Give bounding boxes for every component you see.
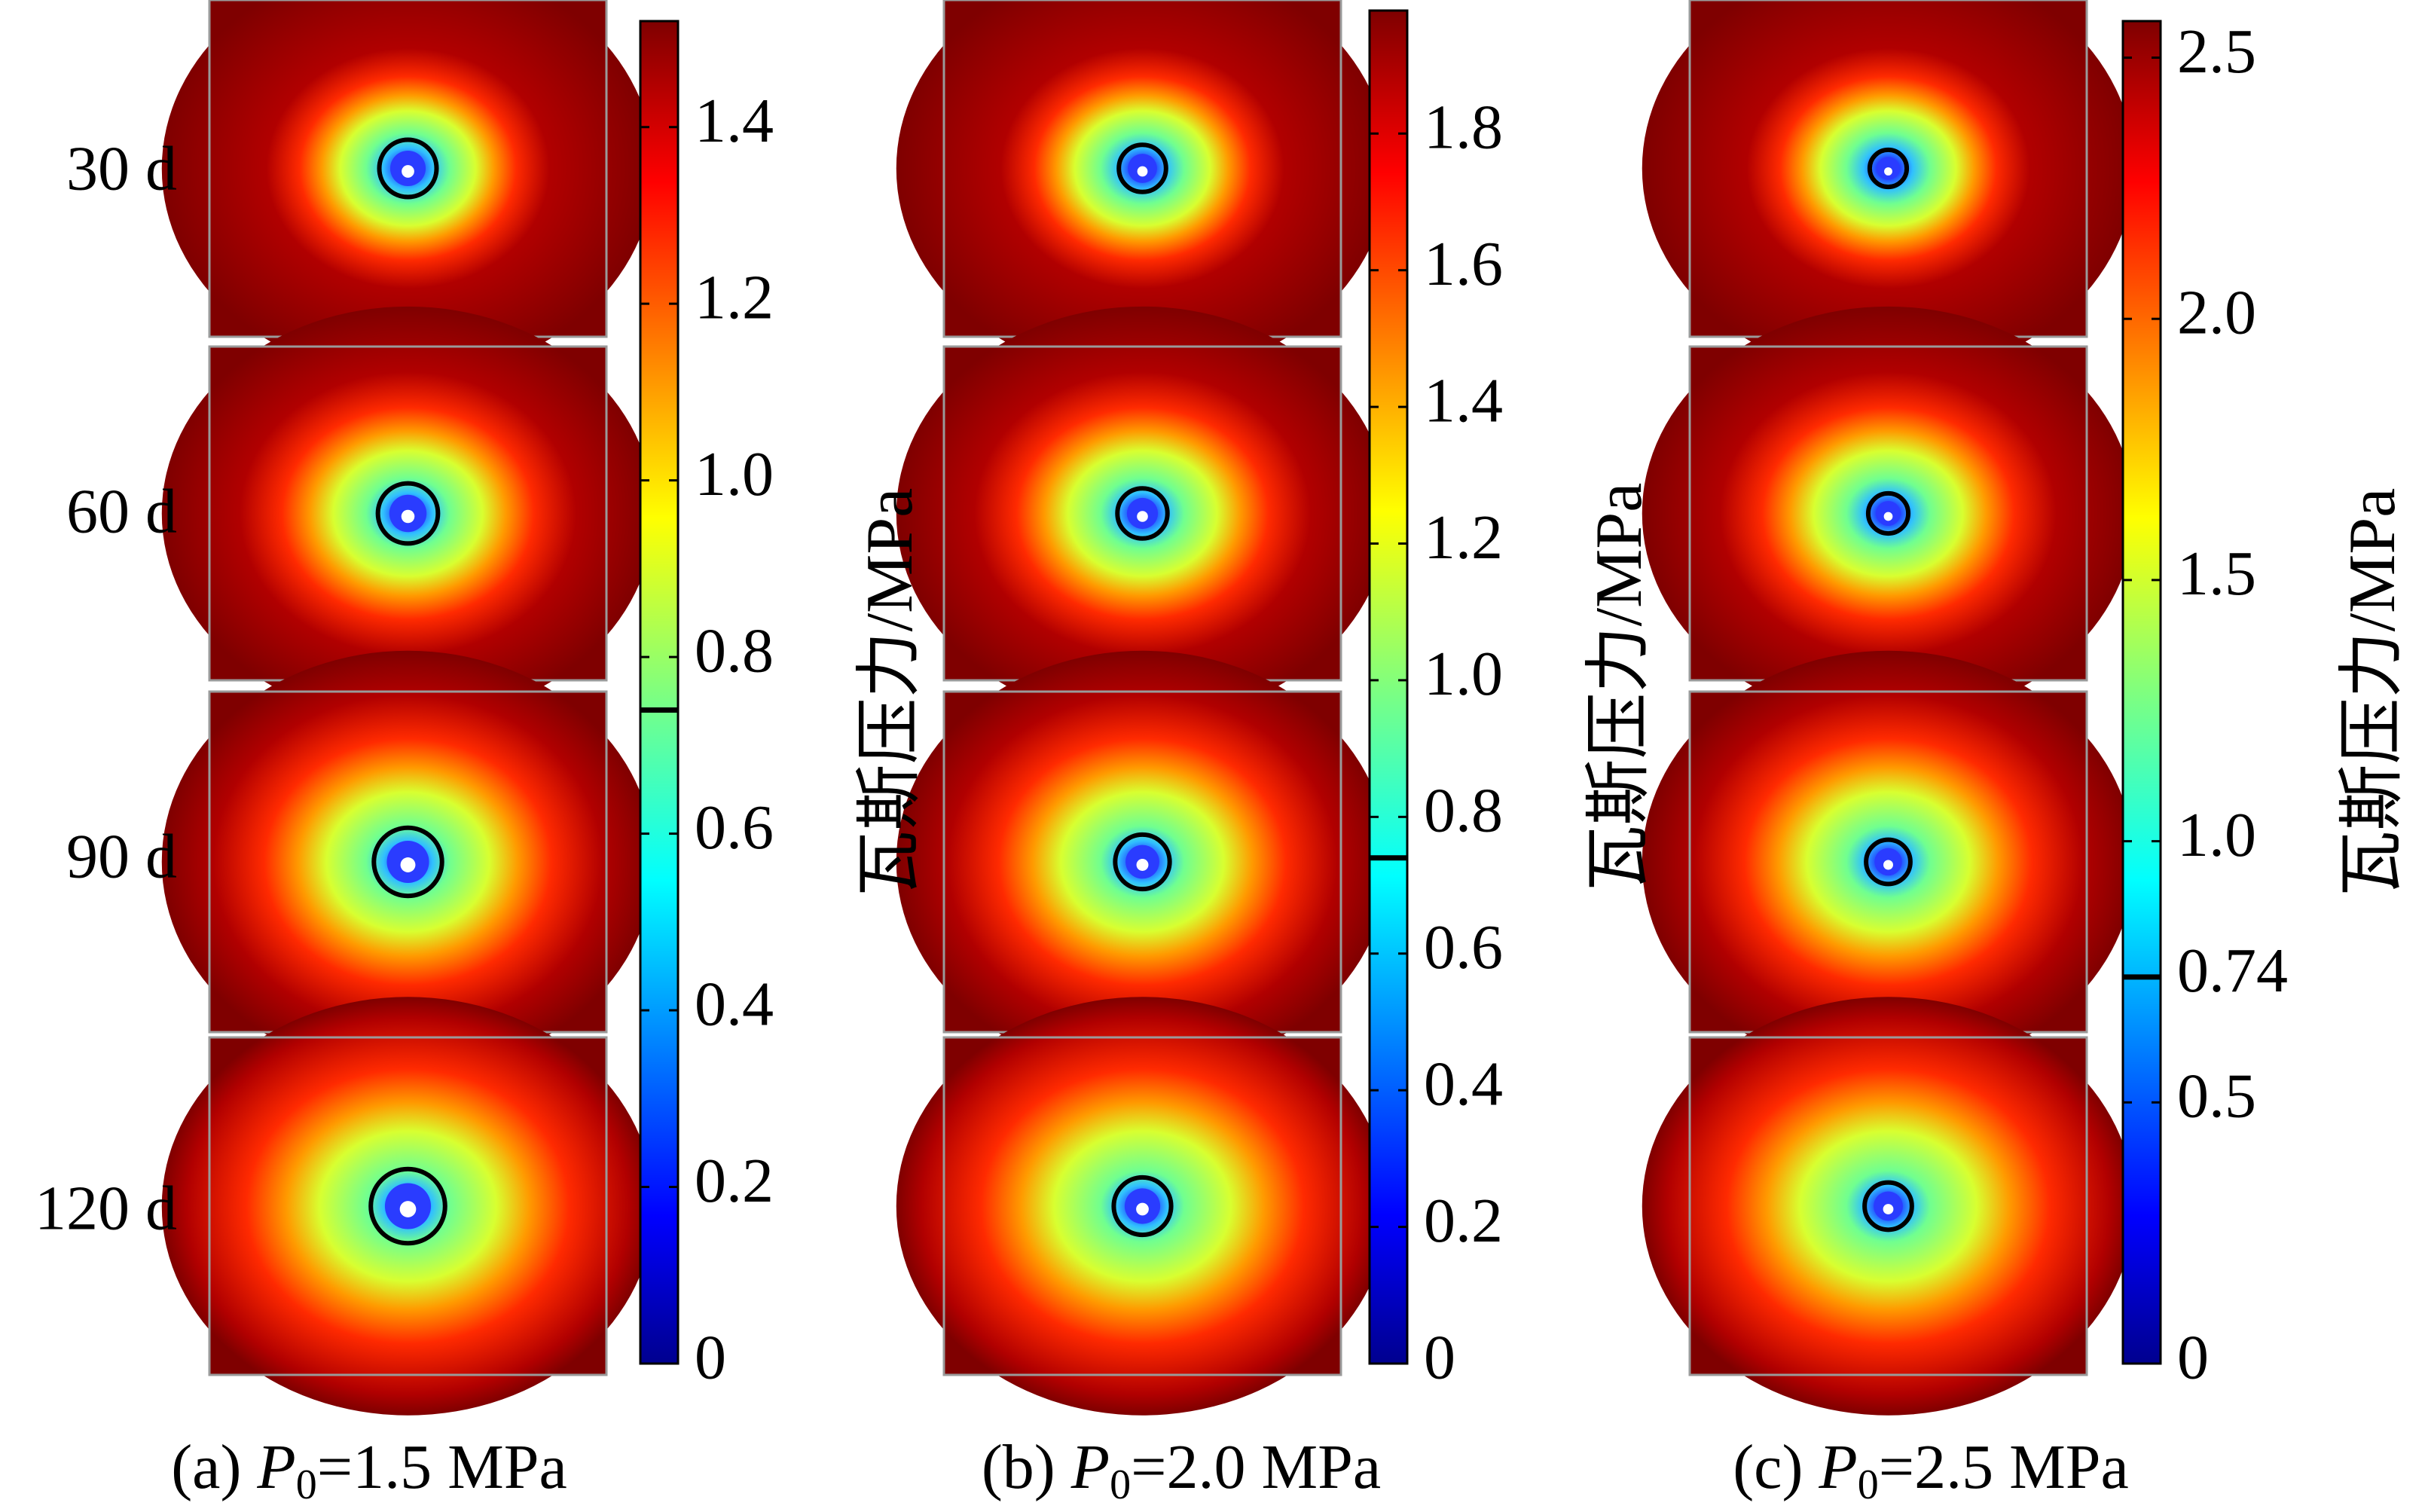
colorbar-tick-label: 0	[1424, 1322, 1455, 1392]
heatmap-panel-a-60d	[161, 306, 655, 721]
caption-a: (a) P0=1.5 MPa	[171, 1432, 567, 1508]
caption-a-var: P	[256, 1432, 295, 1502]
borehole	[1884, 167, 1892, 176]
borehole	[1137, 166, 1148, 177]
colorbar-tick-label: 0	[695, 1322, 726, 1392]
colorbar-gradient	[1368, 9, 1409, 1365]
colorbar-tick-label: 0.74	[2177, 936, 2288, 1006]
colorbar-gradient	[639, 20, 680, 1365]
heatmap-panel-a-30d	[161, 0, 655, 377]
contour-0.74	[1113, 832, 1172, 892]
caption-b-prefix: (b)	[982, 1432, 1071, 1502]
borehole	[400, 857, 416, 872]
colorbar-tick-label: 1.2	[695, 262, 774, 332]
colorbar-tick-label: 0.8	[695, 615, 774, 686]
borehole	[402, 165, 414, 178]
pressure-field	[161, 0, 655, 377]
colorbar-tick-label: 0.4	[695, 969, 774, 1039]
colorbar-tick-label: 0.8	[1424, 776, 1503, 846]
colorbar-tick-label: 0.5	[2177, 1061, 2256, 1132]
contour-0.74	[1865, 490, 1911, 536]
panel-border	[1688, 1036, 2088, 1376]
colorbar-tick-label: 2.5	[2177, 17, 2256, 87]
colorbar-tick-label: 2.0	[2177, 278, 2256, 348]
contour-0.74	[1864, 837, 1913, 887]
colorbar-c: 0 0.5 0.74 1.0 1.5 2.0 2.5 瓦斯压力/MPa	[2121, 17, 2409, 1392]
contour-0.74	[1115, 486, 1170, 541]
contour-0.74	[1867, 147, 1910, 190]
borehole	[401, 509, 415, 524]
contour-0.74	[1116, 142, 1168, 194]
heatmap-panel-a-120d	[161, 997, 655, 1416]
borehole	[1136, 859, 1149, 871]
colorbar-tick-label: 1.0	[695, 439, 774, 509]
heatmap-panel-c-90d	[1642, 650, 2135, 1074]
caption-a-rest: =1.5 MPa	[317, 1432, 567, 1502]
heatmap-panel-a-90d	[161, 650, 655, 1074]
heatmap-panel-c-60d	[1642, 306, 2135, 721]
borehole	[399, 1201, 417, 1217]
colorbar-b: 0 0.2 0.4 0.6 0.8 1.0 1.2 1.4 1.6 1.8 瓦斯压力/MPa	[1368, 9, 1656, 1392]
row-label-30d: 30 d	[66, 133, 177, 203]
colorbar-tick-label: 1.0	[1424, 639, 1503, 709]
colorbars: 0 0.2 0.4 0.6 0.8 1.0 1.2 1.4 瓦斯压力/MPa 0 0.2 0.4 0.6…	[639, 9, 2409, 1392]
colorbar-tick-label: 1.2	[1424, 502, 1503, 573]
colorbar-tick-label: 1.6	[1424, 229, 1503, 299]
contour-0.74	[377, 137, 439, 200]
panel-border	[942, 1036, 1342, 1376]
heatmap-panels	[161, 0, 2135, 1416]
contour-0.74	[1111, 1174, 1174, 1238]
caption-c-var: P	[1818, 1432, 1857, 1502]
caption-a-prefix: (a)	[171, 1432, 257, 1502]
caption-c-rest: =2.5 MPa	[1879, 1432, 2129, 1502]
colorbar-tick-label: 0.4	[1424, 1049, 1503, 1119]
caption-b: (b) P0=2.0 MPa	[982, 1432, 1381, 1508]
row-label-60d: 60 d	[66, 476, 177, 546]
heatmap-panel-b-90d	[896, 650, 1389, 1074]
heatmap-panel-b-120d	[896, 997, 1389, 1416]
caption-c: (c) P0=2.5 MPa	[1733, 1432, 2129, 1508]
row-label-120d: 120 d	[35, 1173, 177, 1243]
colorbar-tick-label: 0.6	[1424, 912, 1503, 982]
heatmap-panel-c-120d	[1642, 997, 2135, 1416]
contour-0.74	[371, 825, 444, 899]
borehole	[1136, 1202, 1149, 1216]
pressure-field	[896, 0, 1389, 377]
colorbar-tick-label: 0.2	[1424, 1186, 1503, 1256]
caption-b-var: P	[1070, 1432, 1110, 1502]
caption-c-sub: 0	[1858, 1462, 1879, 1508]
colorbar-tick-label: 0.2	[695, 1146, 774, 1216]
colorbar-tick-label: 1.5	[2177, 539, 2256, 609]
heatmap-panel-b-30d	[896, 0, 1389, 377]
borehole	[1883, 1204, 1894, 1214]
colorbar-tick-label: 1.4	[1424, 365, 1503, 435]
contour-0.74	[1862, 1180, 1914, 1233]
colorbar-tick-label: 1.4	[695, 86, 774, 156]
row-label-90d: 90 d	[66, 821, 177, 891]
borehole	[1883, 512, 1893, 521]
heatmap-panel-c-30d	[1642, 0, 2135, 377]
caption-b-sub: 0	[1110, 1462, 1131, 1508]
row-labels: 30 d 60 d 90 d 120 d	[35, 133, 177, 1243]
colorbar-tick-label: 0.6	[695, 793, 774, 863]
caption-a-sub: 0	[296, 1462, 317, 1508]
borehole	[1137, 511, 1148, 522]
caption-c-prefix: (c)	[1733, 1432, 1819, 1502]
caption-b-rest: =2.0 MPa	[1131, 1432, 1381, 1502]
borehole	[1883, 860, 1893, 870]
colorbar-tick-label: 1.8	[1424, 93, 1503, 163]
contour-0.74	[375, 481, 441, 546]
panel-border	[208, 1036, 608, 1376]
colorbar-gradient	[2121, 20, 2162, 1365]
colorbar-title: 瓦斯压力/MPa	[2336, 488, 2409, 897]
contour-0.74	[368, 1166, 447, 1246]
heatmap-panel-b-60d	[896, 306, 1389, 721]
captions: (a) P0=1.5 MPa (b) P0=2.0 MPa (c) P0=2.5…	[171, 1432, 2129, 1508]
colorbar-a: 0 0.2 0.4 0.6 0.8 1.0 1.2 1.4 瓦斯压力/MPa	[639, 20, 927, 1392]
colorbar-title: 瓦斯压力/MPa	[854, 488, 927, 897]
colorbar-title: 瓦斯压力/MPa	[1583, 483, 1656, 892]
colorbar-tick-label: 1.0	[2177, 800, 2256, 870]
colorbar-tick-label: 0	[2177, 1322, 2209, 1392]
